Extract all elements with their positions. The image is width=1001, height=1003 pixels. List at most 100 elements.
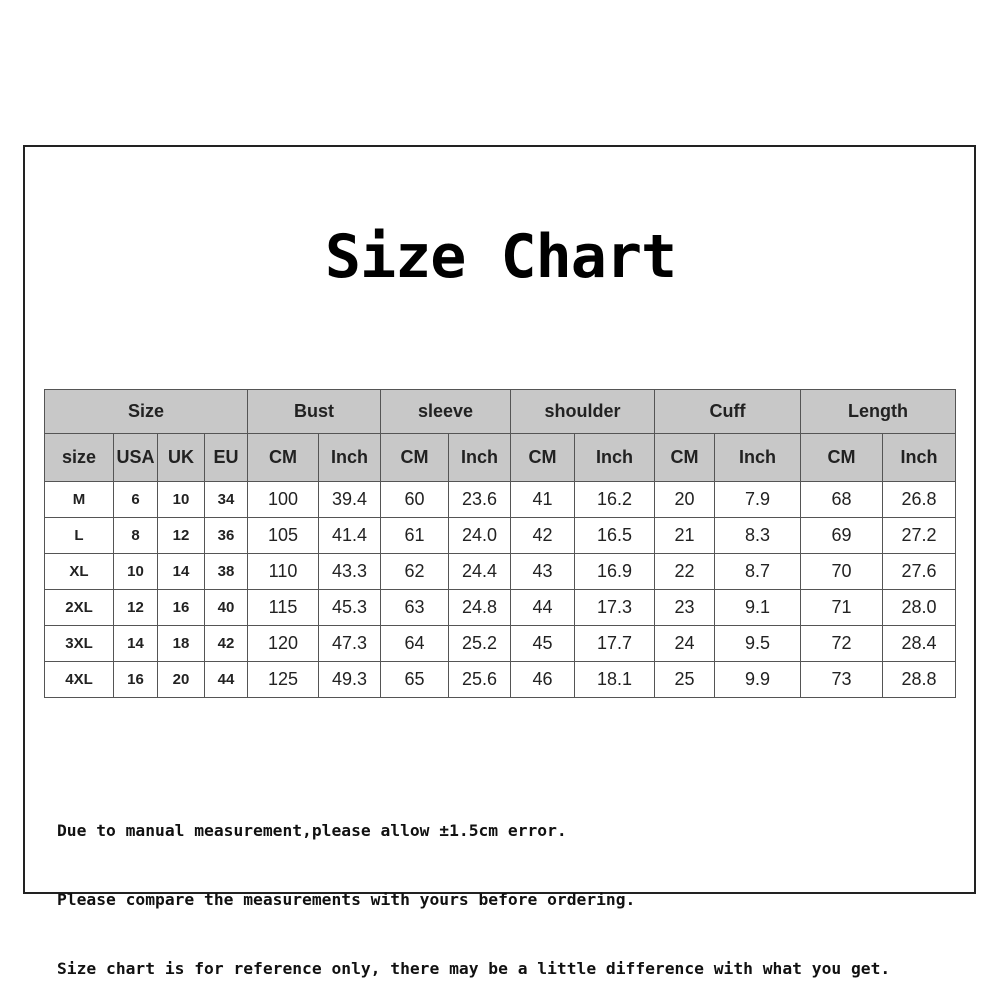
group-header: sleeve (380, 389, 511, 434)
sub-header: size (44, 433, 114, 482)
table-cell: 16.9 (574, 553, 655, 590)
table-cell: 16 (157, 589, 205, 626)
table-cell: 14 (113, 625, 158, 662)
table-cell: 28.0 (882, 589, 956, 626)
table-cell: 24 (654, 625, 715, 662)
table-cell: 105 (247, 517, 319, 554)
table-cell: 22 (654, 553, 715, 590)
table-cell: 17.3 (574, 589, 655, 626)
table-cell: 64 (380, 625, 449, 662)
table-cell: 68 (800, 481, 883, 518)
table-cell: 100 (247, 481, 319, 518)
table-cell: 41 (510, 481, 575, 518)
table-row: 4XL 16 20 44 125 49.3 65 25.6 46 18.1 25 9.9 73 28.8 (44, 661, 956, 698)
table-cell: 17.7 (574, 625, 655, 662)
table-cell: 61 (380, 517, 449, 554)
table-cell: 39.4 (318, 481, 381, 518)
table-row: L 8 12 36 105 41.4 61 24.0 42 16.5 21 8.3 69 27.2 (44, 517, 956, 554)
table-cell: 4XL (44, 661, 114, 698)
table-cell: 40 (204, 589, 248, 626)
table-cell: 63 (380, 589, 449, 626)
table-cell: 8.3 (714, 517, 801, 554)
sub-header: CM (510, 433, 575, 482)
group-header: Length (800, 389, 956, 434)
table-cell: 44 (510, 589, 575, 626)
table-cell: 27.2 (882, 517, 956, 554)
table-cell: 24.8 (448, 589, 511, 626)
sub-header: CM (800, 433, 883, 482)
sub-header: UK (157, 433, 205, 482)
table-cell: 115 (247, 589, 319, 626)
group-header: Bust (247, 389, 381, 434)
table-cell: 23.6 (448, 481, 511, 518)
table-cell: 10 (157, 481, 205, 518)
table-cell: 69 (800, 517, 883, 554)
note-line: Due to manual measurement,please allow ±… (57, 821, 567, 840)
group-header: Size (44, 389, 248, 434)
table-cell: 10 (113, 553, 158, 590)
table-cell: 42 (510, 517, 575, 554)
table-row: M 6 10 34 100 39.4 60 23.6 41 16.2 20 7.9 68 26.8 (44, 481, 956, 518)
table-cell: 44 (204, 661, 248, 698)
table-cell: 42 (204, 625, 248, 662)
table-cell: 9.5 (714, 625, 801, 662)
sub-header: Inch (318, 433, 381, 482)
table-cell: 16.2 (574, 481, 655, 518)
sub-header-row: size USA UK EU CM Inch CM Inch CM Inch CM Inch CM Inc… (44, 433, 956, 482)
table-cell: 41.4 (318, 517, 381, 554)
table-cell: 25.2 (448, 625, 511, 662)
table-cell: 12 (113, 589, 158, 626)
table-cell: 18 (157, 625, 205, 662)
sub-header: EU (204, 433, 248, 482)
table-cell: 72 (800, 625, 883, 662)
table-cell: 9.1 (714, 589, 801, 626)
table-cell: 16.5 (574, 517, 655, 554)
table-cell: XL (44, 553, 114, 590)
table-cell: 20 (654, 481, 715, 518)
table-cell: 45.3 (318, 589, 381, 626)
sub-header: CM (380, 433, 449, 482)
table-cell: 12 (157, 517, 205, 554)
table-cell: 24.0 (448, 517, 511, 554)
table-cell: 34 (204, 481, 248, 518)
sub-header: USA (113, 433, 158, 482)
table-cell: 25.6 (448, 661, 511, 698)
table-row: XL 10 14 38 110 43.3 62 24.4 43 16.9 22 8.7 70 27.6 (44, 553, 956, 590)
table-cell: 14 (157, 553, 205, 590)
note-line: Size chart is for reference only, there … (57, 959, 891, 978)
table-cell: 26.8 (882, 481, 956, 518)
sub-header: Inch (714, 433, 801, 482)
table-cell: 62 (380, 553, 449, 590)
table-cell: 60 (380, 481, 449, 518)
table-cell: 120 (247, 625, 319, 662)
table-cell: 3XL (44, 625, 114, 662)
table-cell: 70 (800, 553, 883, 590)
table-cell: 28.4 (882, 625, 956, 662)
table-cell: 43.3 (318, 553, 381, 590)
table-row: 2XL 12 16 40 115 45.3 63 24.8 44 17.3 23 9.1 71 28.0 (44, 589, 956, 626)
table-cell: 71 (800, 589, 883, 626)
table-cell: 2XL (44, 589, 114, 626)
group-header-row: Size Bust sleeve shoulder Cuff Length (44, 389, 956, 434)
table-cell: 28.8 (882, 661, 956, 698)
table-cell: 24.4 (448, 553, 511, 590)
sub-header: CM (654, 433, 715, 482)
sub-header: Inch (574, 433, 655, 482)
table-cell: M (44, 481, 114, 518)
table-cell: 7.9 (714, 481, 801, 518)
size-table: Size Bust sleeve shoulder Cuff Length size USA U… (44, 389, 956, 698)
table-cell: 110 (247, 553, 319, 590)
sub-header: Inch (882, 433, 956, 482)
notes: Due to manual measurement,please allow ±… (57, 773, 890, 1003)
table-cell: 8.7 (714, 553, 801, 590)
table-row: 3XL 14 18 42 120 47.3 64 25.2 45 17.7 24 9.5 72 28.4 (44, 625, 956, 662)
sub-header: CM (247, 433, 319, 482)
table-cell: 16 (113, 661, 158, 698)
table-cell: 18.1 (574, 661, 655, 698)
note-line: Please compare the measurements with you… (57, 890, 636, 909)
group-header: Cuff (654, 389, 801, 434)
table-cell: 47.3 (318, 625, 381, 662)
table-cell: 65 (380, 661, 449, 698)
table-cell: 23 (654, 589, 715, 626)
table-cell: 46 (510, 661, 575, 698)
